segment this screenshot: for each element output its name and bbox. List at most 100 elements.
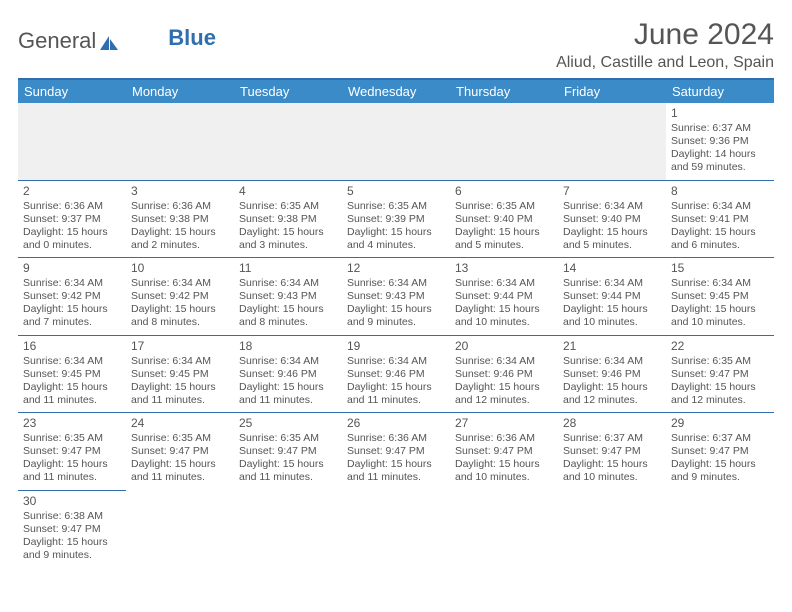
calendar-cell: 9Sunrise: 6:34 AMSunset: 9:42 PMDaylight… bbox=[18, 258, 126, 336]
sail-icon bbox=[98, 32, 120, 50]
daylight-text: Daylight: 15 hours and 8 minutes. bbox=[239, 303, 337, 329]
sunrise-text: Sunrise: 6:34 AM bbox=[131, 277, 229, 290]
day-header: Thursday bbox=[450, 80, 558, 103]
daylight-text: Daylight: 15 hours and 6 minutes. bbox=[671, 226, 769, 252]
sunrise-text: Sunrise: 6:35 AM bbox=[239, 432, 337, 445]
day-number: 2 bbox=[23, 184, 121, 199]
page-header: General Blue June 2024 Aliud, Castille a… bbox=[18, 18, 774, 72]
sunset-text: Sunset: 9:47 PM bbox=[455, 445, 553, 458]
brand-part2: Blue bbox=[168, 25, 216, 51]
sunrise-text: Sunrise: 6:34 AM bbox=[563, 277, 661, 290]
sunset-text: Sunset: 9:47 PM bbox=[347, 445, 445, 458]
daylight-text: Daylight: 15 hours and 5 minutes. bbox=[563, 226, 661, 252]
day-header-row: Sunday Monday Tuesday Wednesday Thursday… bbox=[18, 80, 774, 103]
sunset-text: Sunset: 9:44 PM bbox=[563, 290, 661, 303]
day-header: Saturday bbox=[666, 80, 774, 103]
day-number: 19 bbox=[347, 339, 445, 354]
day-number: 13 bbox=[455, 261, 553, 276]
daylight-text: Daylight: 14 hours and 59 minutes. bbox=[671, 148, 769, 174]
daylight-text: Daylight: 15 hours and 11 minutes. bbox=[239, 458, 337, 484]
day-number: 11 bbox=[239, 261, 337, 276]
daylight-text: Daylight: 15 hours and 9 minutes. bbox=[347, 303, 445, 329]
sunset-text: Sunset: 9:46 PM bbox=[347, 368, 445, 381]
calendar-cell: 28Sunrise: 6:37 AMSunset: 9:47 PMDayligh… bbox=[558, 413, 666, 491]
sunset-text: Sunset: 9:45 PM bbox=[671, 290, 769, 303]
calendar-week: 16Sunrise: 6:34 AMSunset: 9:45 PMDayligh… bbox=[18, 335, 774, 413]
day-header: Monday bbox=[126, 80, 234, 103]
sunrise-text: Sunrise: 6:34 AM bbox=[563, 355, 661, 368]
calendar-week: 2Sunrise: 6:36 AMSunset: 9:37 PM Daylight… bbox=[18, 180, 774, 258]
sunset-text: Sunset: 9:45 PM bbox=[131, 368, 229, 381]
calendar-week: 1Sunrise: 6:37 AMSunset: 9:36 PMDaylight… bbox=[18, 103, 774, 180]
daylight-text: Daylight: 15 hours and 4 minutes. bbox=[347, 226, 445, 252]
day-number: 22 bbox=[671, 339, 769, 354]
day-number: 24 bbox=[131, 416, 229, 431]
calendar-week: 9Sunrise: 6:34 AMSunset: 9:42 PMDaylight… bbox=[18, 258, 774, 336]
daylight-text: Daylight: 15 hours and 5 minutes. bbox=[455, 226, 553, 252]
calendar-cell bbox=[126, 490, 234, 567]
calendar-cell bbox=[126, 103, 234, 180]
daylight-text: Daylight: 15 hours and 11 minutes. bbox=[23, 381, 121, 407]
daylight-text: Daylight: 15 hours and 11 minutes. bbox=[131, 458, 229, 484]
sunset-text: Sunset: 9:40 PM bbox=[455, 213, 553, 226]
day-number: 7 bbox=[563, 184, 661, 199]
sunrise-text: Sunrise: 6:34 AM bbox=[131, 355, 229, 368]
sunrise-text: Sunrise: 6:35 AM bbox=[671, 355, 769, 368]
calendar-cell: 10Sunrise: 6:34 AMSunset: 9:42 PMDayligh… bbox=[126, 258, 234, 336]
sunrise-text: Sunrise: 6:35 AM bbox=[239, 200, 337, 213]
day-number: 12 bbox=[347, 261, 445, 276]
calendar-cell bbox=[558, 490, 666, 567]
sunrise-text: Sunrise: 6:36 AM bbox=[23, 200, 121, 213]
day-number: 25 bbox=[239, 416, 337, 431]
sunset-text: Sunset: 9:41 PM bbox=[671, 213, 769, 226]
daylight-text: Daylight: 15 hours and 11 minutes. bbox=[23, 458, 121, 484]
day-number: 5 bbox=[347, 184, 445, 199]
calendar-cell: 24Sunrise: 6:35 AMSunset: 9:47 PMDayligh… bbox=[126, 413, 234, 491]
calendar-cell bbox=[234, 490, 342, 567]
sunrise-text: Sunrise: 6:36 AM bbox=[347, 432, 445, 445]
day-number: 9 bbox=[23, 261, 121, 276]
day-header: Friday bbox=[558, 80, 666, 103]
sunset-text: Sunset: 9:47 PM bbox=[671, 368, 769, 381]
calendar-cell: 29Sunrise: 6:37 AMSunset: 9:47 PMDayligh… bbox=[666, 413, 774, 491]
daylight-text: Daylight: 15 hours and 11 minutes. bbox=[239, 381, 337, 407]
sunset-text: Sunset: 9:42 PM bbox=[131, 290, 229, 303]
calendar-cell: 16Sunrise: 6:34 AMSunset: 9:45 PMDayligh… bbox=[18, 335, 126, 413]
sunset-text: Sunset: 9:38 PM bbox=[239, 213, 337, 226]
calendar-cell: 4Sunrise: 6:35 AMSunset: 9:38 PMDaylight… bbox=[234, 180, 342, 258]
title-block: June 2024 Aliud, Castille and Leon, Spai… bbox=[556, 18, 774, 72]
sunrise-text: Sunrise: 6:34 AM bbox=[23, 277, 121, 290]
sunset-text: Sunset: 9:45 PM bbox=[23, 368, 121, 381]
daylight-text: Daylight: 15 hours and 3 minutes. bbox=[239, 226, 337, 252]
calendar-cell: 18Sunrise: 6:34 AMSunset: 9:46 PMDayligh… bbox=[234, 335, 342, 413]
day-number: 21 bbox=[563, 339, 661, 354]
sunrise-text: Sunrise: 6:34 AM bbox=[347, 355, 445, 368]
sunrise-text: Sunrise: 6:35 AM bbox=[131, 432, 229, 445]
sunrise-text: Sunrise: 6:35 AM bbox=[23, 432, 121, 445]
sunset-text: Sunset: 9:47 PM bbox=[23, 523, 121, 536]
calendar-cell: 30Sunrise: 6:38 AMSunset: 9:47 PMDayligh… bbox=[18, 490, 126, 567]
day-number: 23 bbox=[23, 416, 121, 431]
sunset-text: Sunset: 9:38 PM bbox=[131, 213, 229, 226]
daylight-text: Daylight: 15 hours and 7 minutes. bbox=[23, 303, 121, 329]
daylight-text: Daylight: 15 hours and 12 minutes. bbox=[671, 381, 769, 407]
daylight-text: Daylight: 15 hours and 9 minutes. bbox=[671, 458, 769, 484]
sunrise-text: Sunrise: 6:35 AM bbox=[455, 200, 553, 213]
daylight-text: Daylight: 15 hours and 10 minutes. bbox=[671, 303, 769, 329]
sunset-text: Sunset: 9:47 PM bbox=[239, 445, 337, 458]
calendar-cell bbox=[558, 103, 666, 180]
sunrise-text: Sunrise: 6:34 AM bbox=[347, 277, 445, 290]
calendar-cell: 11Sunrise: 6:34 AMSunset: 9:43 PMDayligh… bbox=[234, 258, 342, 336]
day-number: 30 bbox=[23, 494, 121, 509]
day-number: 1 bbox=[671, 106, 769, 121]
sunrise-text: Sunrise: 6:34 AM bbox=[239, 277, 337, 290]
sunset-text: Sunset: 9:42 PM bbox=[23, 290, 121, 303]
sunrise-text: Sunrise: 6:34 AM bbox=[671, 277, 769, 290]
calendar-week: 23Sunrise: 6:35 AMSunset: 9:47 PMDayligh… bbox=[18, 413, 774, 491]
daylight-text: Daylight: 15 hours and 10 minutes. bbox=[563, 303, 661, 329]
sunrise-text: Sunrise: 6:37 AM bbox=[671, 432, 769, 445]
calendar-cell bbox=[342, 103, 450, 180]
sunset-text: Sunset: 9:43 PM bbox=[239, 290, 337, 303]
calendar-cell: 25Sunrise: 6:35 AMSunset: 9:47 PMDayligh… bbox=[234, 413, 342, 491]
sunset-text: Sunset: 9:37 PM bbox=[23, 213, 121, 226]
